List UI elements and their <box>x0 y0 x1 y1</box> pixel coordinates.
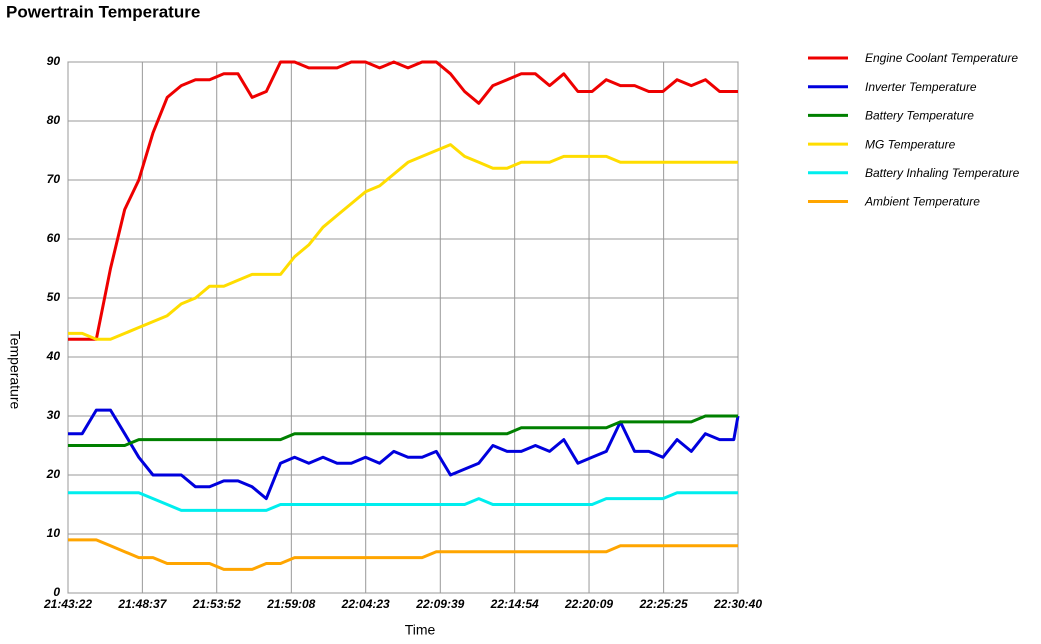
legend-label: MG Temperature <box>865 137 956 151</box>
legend-label: Battery Temperature <box>865 109 974 123</box>
x-tick-label: 22:09:39 <box>415 597 464 611</box>
x-tick-label: 22:30:40 <box>713 597 762 611</box>
y-tick-label: 70 <box>47 172 61 186</box>
legend-label: Inverter Temperature <box>865 80 977 94</box>
y-axis-label: Temperature <box>7 331 23 410</box>
x-axis-label: Time <box>405 622 436 638</box>
x-tick-label: 21:59:08 <box>266 597 315 611</box>
x-tick-label: 21:43:22 <box>43 597 92 611</box>
legend-label: Battery Inhaling Temperature <box>865 166 1020 180</box>
series-line <box>68 414 738 447</box>
y-tick-label: 50 <box>47 290 61 304</box>
series-line <box>68 408 740 501</box>
y-tick-label: 40 <box>46 349 61 363</box>
x-tick-label: 22:14:54 <box>490 597 539 611</box>
x-tick-label: 22:04:23 <box>341 597 390 611</box>
x-tick-label: 22:20:09 <box>564 597 613 611</box>
y-tick-label: 90 <box>47 54 61 68</box>
chart-title: Powertrain Temperature <box>6 2 200 21</box>
y-tick-label: 60 <box>47 231 61 245</box>
series-line <box>68 538 738 571</box>
x-tick-label: 21:48:37 <box>117 597 167 611</box>
series-line <box>68 60 738 341</box>
y-tick-label: 30 <box>47 408 61 422</box>
y-tick-label: 0 <box>53 585 60 599</box>
legend-label: Ambient Temperature <box>864 195 980 209</box>
y-tick-label: 10 <box>47 526 61 540</box>
series-line <box>68 143 738 341</box>
y-tick-label: 20 <box>46 467 61 481</box>
legend-label: Engine Coolant Temperature <box>865 51 1018 65</box>
x-tick-label: 22:25:25 <box>639 597 688 611</box>
y-tick-label: 80 <box>47 113 61 127</box>
x-tick-label: 21:53:52 <box>192 597 241 611</box>
series-line <box>68 491 738 512</box>
plot-area <box>67 61 739 594</box>
